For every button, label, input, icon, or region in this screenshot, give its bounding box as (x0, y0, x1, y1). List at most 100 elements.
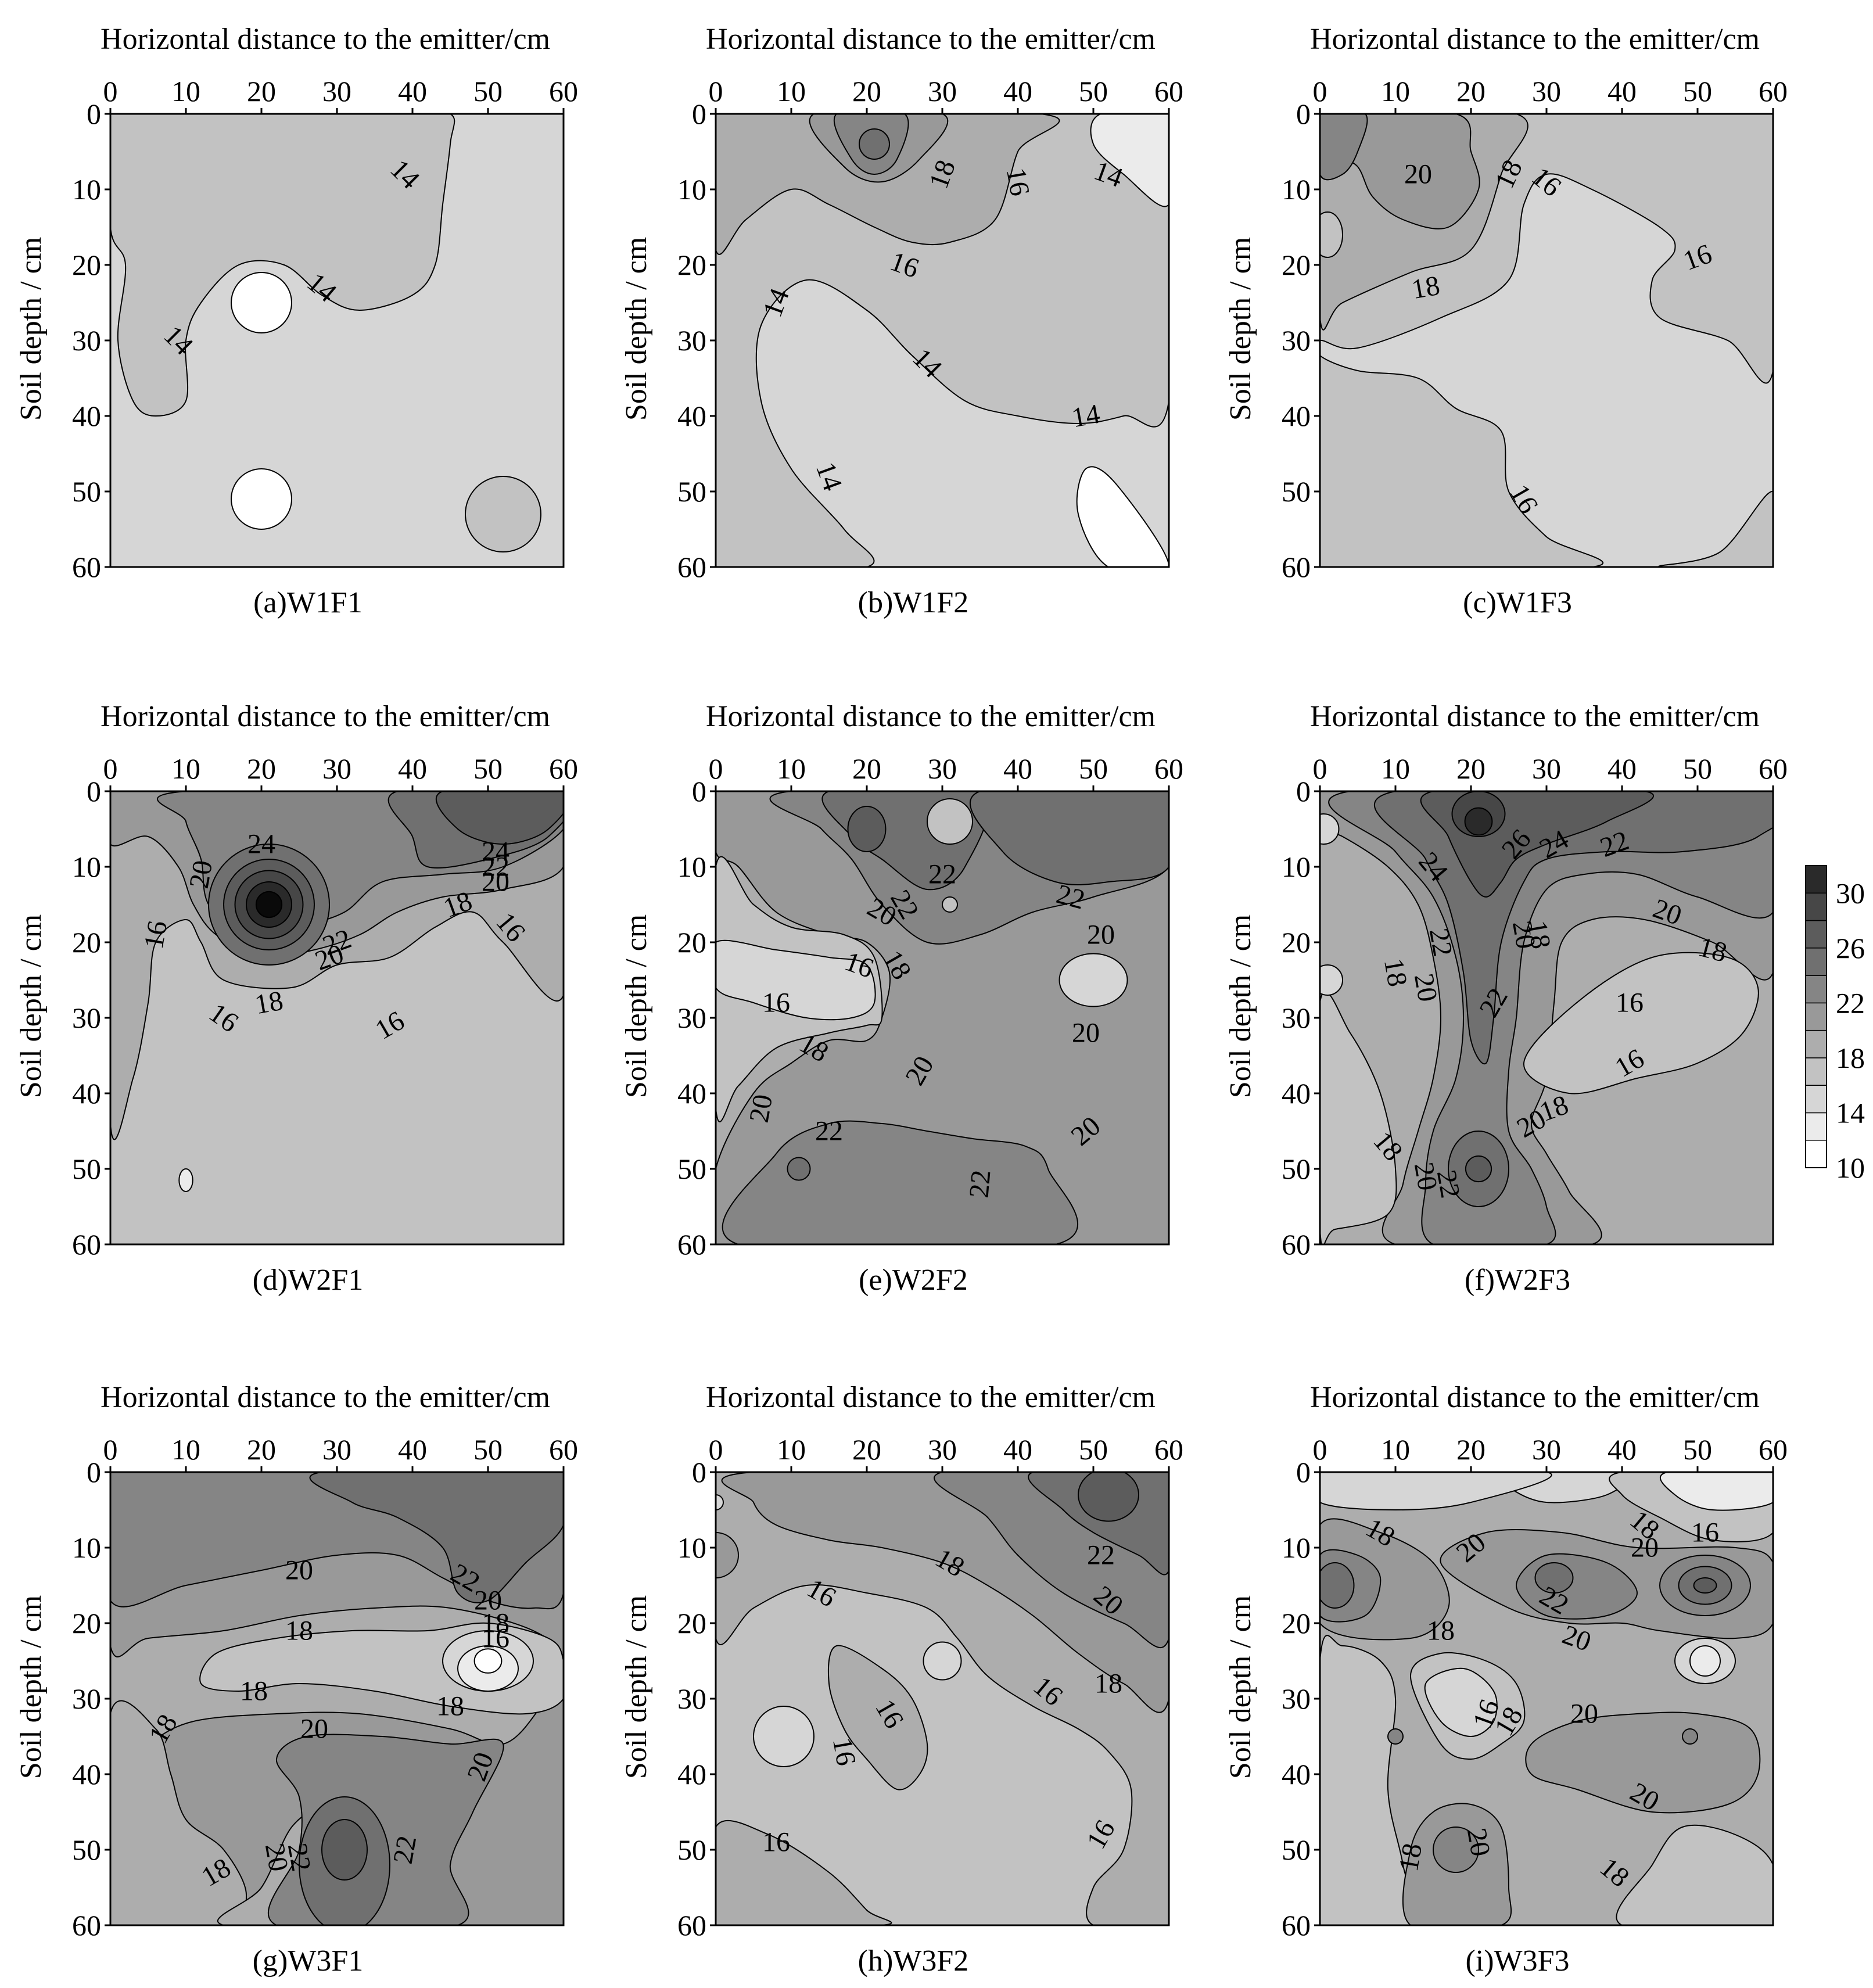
contour-label: 18 (482, 1608, 509, 1639)
x-tick-label: 60 (1154, 75, 1183, 107)
colorbar-frame (1805, 865, 1827, 1168)
x-tick-label: 50 (473, 752, 503, 785)
contour-label: 20 (482, 867, 509, 898)
contour-regions (110, 791, 564, 1192)
x-tick-label: 60 (1154, 752, 1183, 785)
x-tick-label: 60 (549, 75, 578, 107)
x-tick-label: 30 (1532, 1433, 1561, 1466)
y-axis-title: Soil depth / cm (15, 1595, 48, 1779)
x-tick-label: 40 (1608, 75, 1637, 107)
contour-region-11 (787, 1157, 811, 1181)
x-tick-label: 20 (852, 75, 881, 107)
contour-region-20 (1320, 1472, 1552, 1511)
contour-label: 22 (1431, 1168, 1466, 1200)
contour-region-8 (1320, 1562, 1355, 1609)
contour-region-18 (1433, 1826, 1479, 1873)
contour-regions (110, 1472, 564, 1925)
y-axis-title: Soil depth / cm (620, 1595, 653, 1779)
contour-label: 16 (1000, 166, 1036, 198)
x-tick-label: 30 (928, 1433, 957, 1466)
y-tick-label: 50 (677, 1833, 706, 1866)
panel-caption: (c)W1F3 (1463, 586, 1572, 619)
contour-label: 18 (253, 985, 285, 1021)
panel-caption: (d)W2F1 (253, 1264, 364, 1297)
y-axis-title: Soil depth / cm (620, 237, 653, 421)
x-tick-label: 30 (322, 75, 351, 107)
contour-label: 14 (1070, 399, 1102, 434)
x-tick-label: 10 (171, 75, 200, 107)
y-tick-label: 50 (1282, 475, 1311, 508)
x-tick-label: 20 (247, 1433, 276, 1466)
contour-region-3 (231, 468, 292, 530)
x-tick-label: 10 (171, 1433, 200, 1466)
contour-label: 18 (436, 1691, 464, 1722)
panel-caption: (e)W2F2 (859, 1264, 968, 1297)
contour-region-7 (1078, 1472, 1139, 1522)
x-tick-label: 10 (1381, 1433, 1410, 1466)
y-tick-label: 10 (72, 1531, 101, 1564)
x-axis-title: Horizontal distance to the emitter/cm (706, 1381, 1156, 1414)
contour-label: 24 (482, 837, 509, 867)
contour-label: 22 (1087, 1540, 1115, 1571)
contour-region-2 (1616, 1824, 1773, 1925)
x-tick-label: 40 (398, 752, 427, 785)
x-tick-label: 50 (1079, 752, 1108, 785)
x-tick-label: 20 (852, 1433, 881, 1466)
contour-region-11 (178, 1168, 193, 1192)
contour-region-13 (1693, 1577, 1717, 1594)
panel-caption: (a)W1F1 (253, 586, 363, 619)
x-axis-title: Horizontal distance to the emitter/cm (101, 23, 550, 56)
panel-caption: (g)W3F1 (253, 1944, 364, 1978)
x-tick-label: 50 (1079, 1433, 1108, 1466)
y-tick-label: 40 (1282, 1758, 1311, 1790)
y-axis-title: Soil depth / cm (620, 914, 653, 1098)
contour-regions (716, 791, 1169, 1244)
contour-region-6 (1464, 807, 1493, 836)
x-axis-title: Horizontal distance to the emitter/cm (706, 700, 1156, 733)
y-tick-label: 60 (72, 1228, 101, 1261)
x-tick-label: 20 (1456, 752, 1486, 785)
x-tick-label: 20 (1456, 75, 1486, 107)
contour-region-4 (465, 476, 541, 552)
contour-label: 20 (1408, 971, 1444, 1004)
x-tick-label: 20 (852, 752, 881, 785)
contour-region-1 (110, 114, 455, 417)
y-tick-label: 10 (677, 173, 706, 206)
colorbar-swatch (1805, 1085, 1827, 1114)
x-tick-label: 50 (1683, 1433, 1712, 1466)
contour-label: 22 (928, 859, 956, 890)
x-tick-label: 40 (1608, 752, 1637, 785)
contour-region-5 (1320, 114, 1368, 181)
colorbar-tick-label: 14 (1836, 1096, 1865, 1129)
contour-region-3 (828, 1645, 928, 1790)
x-tick-label: 50 (473, 75, 503, 107)
y-tick-label: 20 (1282, 249, 1311, 281)
y-tick-label: 0 (1296, 98, 1311, 130)
y-tick-label: 20 (72, 926, 101, 959)
y-tick-label: 30 (1282, 1682, 1311, 1715)
x-tick-label: 10 (1381, 75, 1410, 107)
x-axis-title: Horizontal distance to the emitter/cm (101, 700, 550, 733)
x-tick-label: 40 (398, 75, 427, 107)
x-axis-title: Horizontal distance to the emitter/cm (1310, 700, 1760, 733)
contour-label: 24 (247, 829, 275, 860)
contour-region-9 (923, 1641, 962, 1681)
x-tick-label: 0 (1313, 752, 1327, 785)
contour-label: 16 (1616, 988, 1644, 1018)
x-axis-title: Horizontal distance to the emitter/cm (706, 23, 1156, 56)
x-tick-label: 50 (1683, 752, 1712, 785)
y-tick-label: 40 (677, 1758, 706, 1790)
contour-label: 18 (1427, 1616, 1455, 1646)
x-tick-label: 20 (247, 752, 276, 785)
contour-region-11 (1320, 991, 1397, 1244)
y-tick-label: 0 (87, 775, 101, 808)
y-tick-label: 60 (72, 551, 101, 583)
contour-label: 20 (1570, 1699, 1598, 1729)
x-tick-label: 40 (1003, 1433, 1032, 1466)
x-tick-label: 10 (777, 752, 806, 785)
x-tick-label: 10 (777, 1433, 806, 1466)
